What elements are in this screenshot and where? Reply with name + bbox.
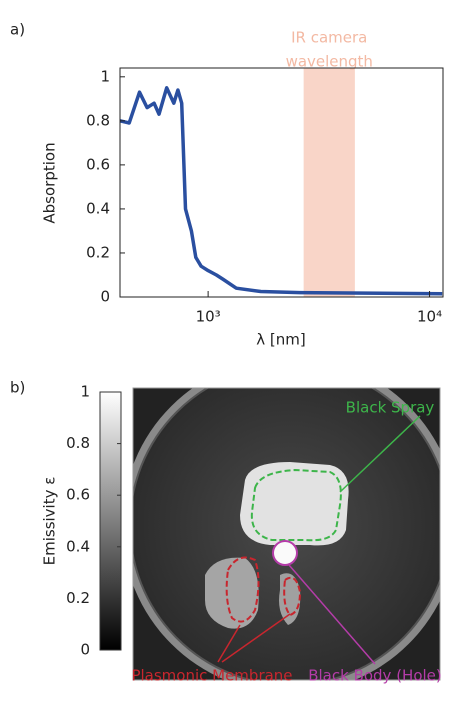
- leader-line: [217, 624, 241, 663]
- leader-line: [339, 415, 421, 493]
- image-frame: [132, 387, 441, 681]
- membrane-outline: [225, 556, 260, 623]
- colorbar-tick-label: 0.8: [66, 434, 90, 452]
- colorbar-tick-label: 0: [80, 641, 90, 659]
- x-axis-label: λ [nm]: [256, 331, 305, 349]
- y-tick-label: 0.8: [86, 111, 110, 129]
- band-label: IR camera: [291, 29, 367, 47]
- ir-band: [303, 68, 355, 297]
- y-tick-label: 0.4: [86, 199, 110, 217]
- y-tick-label: 0.6: [86, 155, 110, 173]
- panel-label: a): [10, 21, 25, 39]
- annotation: Black Body (Hole): [308, 667, 442, 685]
- thermal-image: [133, 388, 440, 680]
- panel-label: b): [10, 379, 25, 397]
- membrane-outline: [283, 576, 302, 617]
- y-axis-label: Absorption: [41, 142, 59, 223]
- colorbar: [99, 391, 122, 651]
- x-tick-label: 10³: [196, 308, 221, 326]
- colorbar-tick-label: 1: [80, 383, 90, 401]
- annotation: Black Spray: [346, 399, 435, 417]
- x-tick-label: 10⁴: [417, 308, 442, 326]
- absorption-line: [119, 86, 443, 296]
- annotation: Plasmonic Membrane: [131, 667, 292, 685]
- plot-frame: [119, 67, 444, 298]
- y-tick-label: 0.2: [86, 243, 110, 261]
- colorbar-tick-label: 0.2: [66, 589, 90, 607]
- leader-line: [288, 564, 376, 665]
- y-tick-label: 0: [100, 288, 110, 306]
- bright-patch: [240, 462, 349, 546]
- leader-line: [221, 613, 291, 663]
- hole: [272, 540, 298, 566]
- y-tick-label: 1: [100, 67, 110, 85]
- colorbar-tick-label: 0.4: [66, 537, 90, 555]
- membrane-area: [205, 557, 259, 629]
- band-label: wavelength: [286, 53, 373, 71]
- colorbar-label: Emissivity ε: [41, 477, 59, 566]
- colorbar-tick-label: 0.6: [66, 486, 90, 504]
